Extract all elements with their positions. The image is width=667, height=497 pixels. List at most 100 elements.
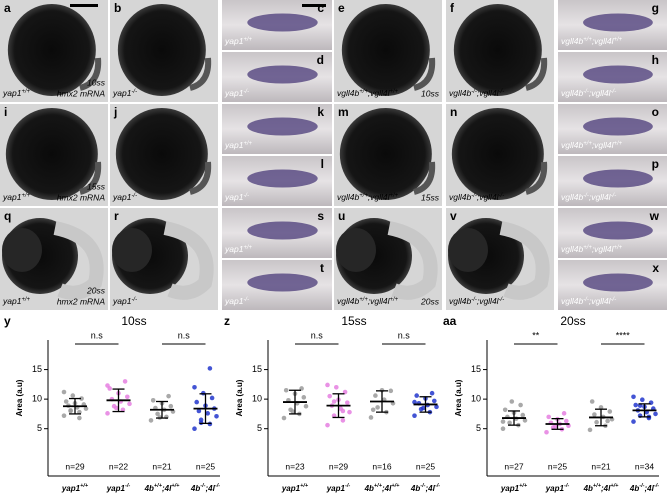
data-point: [347, 409, 352, 415]
n-label: n=29: [329, 461, 348, 471]
panel-letter: e: [338, 1, 345, 15]
n-label: n=34: [635, 461, 654, 471]
label-part: +/+: [390, 297, 399, 303]
data-point: [412, 399, 417, 405]
embryo: [117, 4, 212, 96]
probe-label: hmx2 mRNA: [57, 192, 106, 202]
panel-label: yap1+/+: [2, 296, 31, 306]
label-part: +/+: [243, 37, 252, 43]
y-tick-label: 10: [32, 394, 42, 404]
data-point: [587, 427, 593, 433]
stage-label: 10ss: [421, 88, 440, 98]
tail: [499, 221, 550, 300]
y-tick-label: 10: [471, 394, 481, 404]
yolk: [451, 108, 544, 200]
data-point: [155, 411, 160, 417]
label-part: -/-: [125, 483, 130, 489]
data-point: [375, 405, 380, 410]
label-part: 4b: [410, 484, 420, 493]
significance-label: n.s: [311, 330, 324, 340]
data-point: [148, 418, 154, 423]
panel-label: yap1-/-: [224, 192, 249, 202]
label-part: 4b: [583, 484, 593, 493]
y-tick-label: 5: [37, 423, 42, 433]
label-part: +/+: [243, 245, 252, 251]
panel-letter: l: [321, 157, 324, 171]
label-part: vgll4b: [561, 244, 583, 254]
data-point: [303, 403, 309, 409]
label-part: yap1: [2, 88, 22, 98]
stain: [247, 221, 318, 240]
panel-letter: m: [338, 105, 349, 119]
data-point: [150, 398, 156, 403]
label-part: +/+: [519, 483, 528, 489]
n-label: n=25: [416, 461, 435, 471]
y-tick-label: 15: [32, 364, 42, 374]
data-point: [105, 383, 110, 388]
data-point: [345, 400, 350, 405]
label-part: vgll4b: [561, 36, 583, 46]
stain: [247, 117, 318, 136]
label-part: +/+: [583, 37, 592, 43]
embryo: [341, 4, 436, 96]
panel-letter: b: [114, 1, 121, 15]
label-part: +/+: [390, 89, 399, 95]
label-part: -/-: [131, 89, 137, 95]
embryo: [112, 218, 214, 300]
embryo: [451, 108, 548, 200]
panel-letter: t: [320, 261, 324, 275]
label-part: -/-: [611, 89, 617, 95]
label-part: +/+: [593, 483, 602, 489]
data-point: [331, 399, 337, 404]
x-tick-label: 4b-/-;4l-/-: [410, 483, 440, 493]
data-point: [122, 379, 128, 384]
label-part: -/-: [435, 483, 440, 489]
panel-label: vgll4b+/+;vgll4l+/+: [337, 192, 399, 202]
label-part: yap1: [2, 192, 22, 202]
stain: [247, 273, 318, 292]
yolk: [117, 4, 206, 96]
x-tick-label: 4b-/-;4l-/-: [629, 483, 659, 493]
data-point: [70, 393, 76, 398]
label-part: +/+: [610, 483, 619, 489]
label-part: -/-: [564, 483, 569, 489]
data-point: [553, 424, 558, 429]
y-tick-label: 5: [476, 423, 481, 433]
data-point: [325, 422, 330, 428]
label-part: +/+: [583, 245, 592, 251]
stain: [583, 13, 653, 32]
label-part: -/-: [420, 483, 425, 489]
chart-title: 10ss: [121, 314, 146, 328]
panel-letter: s: [317, 209, 324, 223]
label-part: +/+: [300, 483, 309, 489]
label-part: vgll4b: [337, 296, 359, 306]
stain: [583, 221, 653, 240]
n-label: n=29: [65, 461, 84, 471]
label-part: vgll4b: [561, 192, 583, 202]
data-point: [605, 418, 610, 424]
significance-label: **: [532, 330, 540, 340]
panel-label: yap1+/+: [2, 192, 31, 202]
label-part: ;vgll4l: [477, 296, 500, 306]
head: [112, 228, 152, 272]
label-part: +/+: [614, 245, 623, 251]
data-point: [561, 411, 567, 416]
label-part: -/-: [131, 193, 137, 199]
panel-letter: w: [649, 209, 660, 223]
label-part: +/+: [171, 483, 180, 489]
x-tick-label: yap1+/+: [500, 483, 528, 493]
panel-letter: p: [652, 157, 659, 171]
tail: [413, 57, 436, 91]
panel-letter: k: [317, 105, 324, 119]
label-part: -/-: [243, 89, 249, 95]
label-part: -/-: [471, 193, 477, 199]
n-label: n=21: [152, 461, 171, 471]
label-part: -/-: [243, 297, 249, 303]
stain: [247, 65, 318, 84]
data-point: [507, 420, 512, 426]
data-point: [334, 385, 339, 390]
data-point: [207, 366, 213, 371]
data-point: [125, 394, 130, 400]
n-label: n=22: [109, 461, 128, 471]
